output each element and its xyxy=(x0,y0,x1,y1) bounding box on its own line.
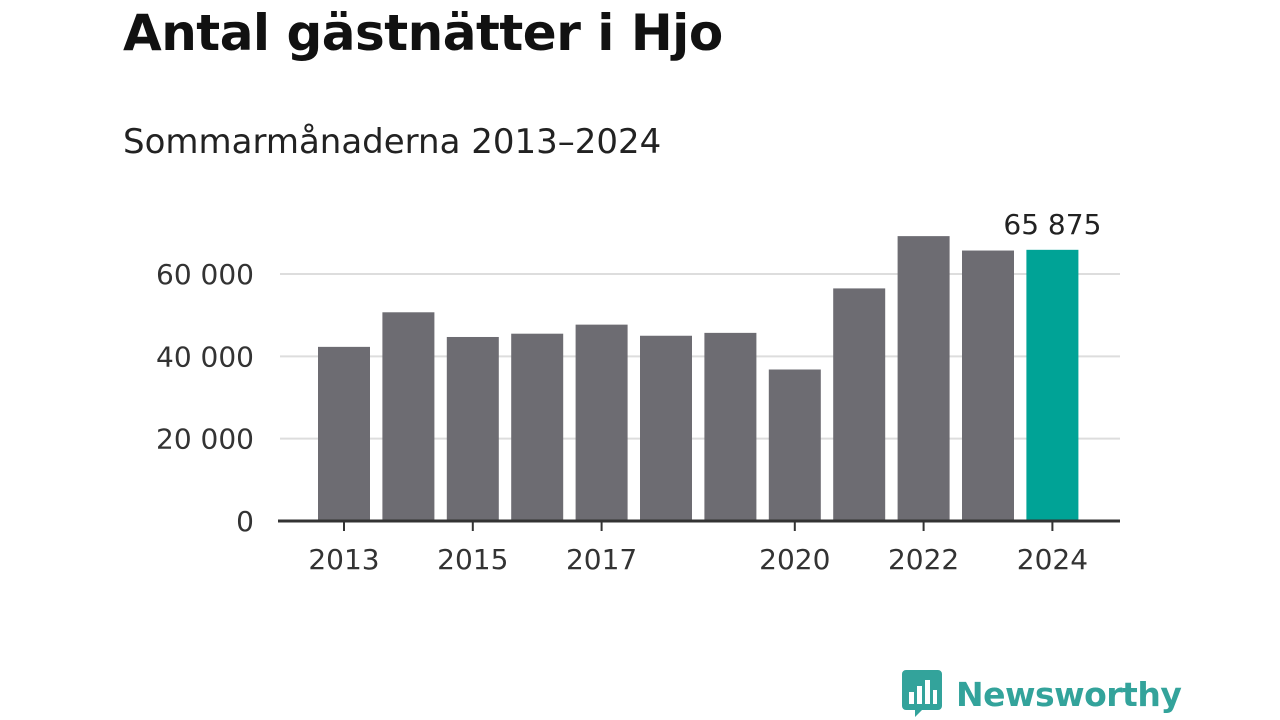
bar xyxy=(640,335,692,521)
x-tick-label: 2017 xyxy=(566,543,637,576)
y-tick-label: 40 000 xyxy=(156,340,254,373)
x-tick-label: 2013 xyxy=(308,543,379,576)
bar xyxy=(962,250,1014,521)
x-tick-label: 2022 xyxy=(888,543,959,576)
bar xyxy=(511,333,564,521)
data-label: 65 875 xyxy=(1003,208,1101,241)
brand-name: Newsworthy xyxy=(956,674,1182,714)
x-tick-label: 2020 xyxy=(759,543,830,576)
newsworthy-logo-icon xyxy=(902,670,942,717)
y-tick-label: 0 xyxy=(236,505,254,538)
bar xyxy=(318,346,370,521)
x-tick-label: 2024 xyxy=(1017,543,1088,576)
x-tick-label: 2015 xyxy=(437,543,508,576)
brand-logo: Newsworthy xyxy=(902,670,1182,718)
bar-highlight xyxy=(1026,249,1079,522)
bar xyxy=(382,312,435,521)
y-tick-label: 20 000 xyxy=(156,423,254,456)
bar xyxy=(897,236,950,522)
bar xyxy=(446,336,499,521)
chart-subtitle: Sommarmånaderna 2013–2024 xyxy=(123,122,662,162)
y-tick-label: 60 000 xyxy=(156,258,254,291)
bar xyxy=(704,332,757,521)
chart-title: Antal gästnätter i Hjo xyxy=(123,4,723,62)
bar xyxy=(768,369,821,521)
bar xyxy=(833,288,886,521)
bar xyxy=(575,324,628,521)
